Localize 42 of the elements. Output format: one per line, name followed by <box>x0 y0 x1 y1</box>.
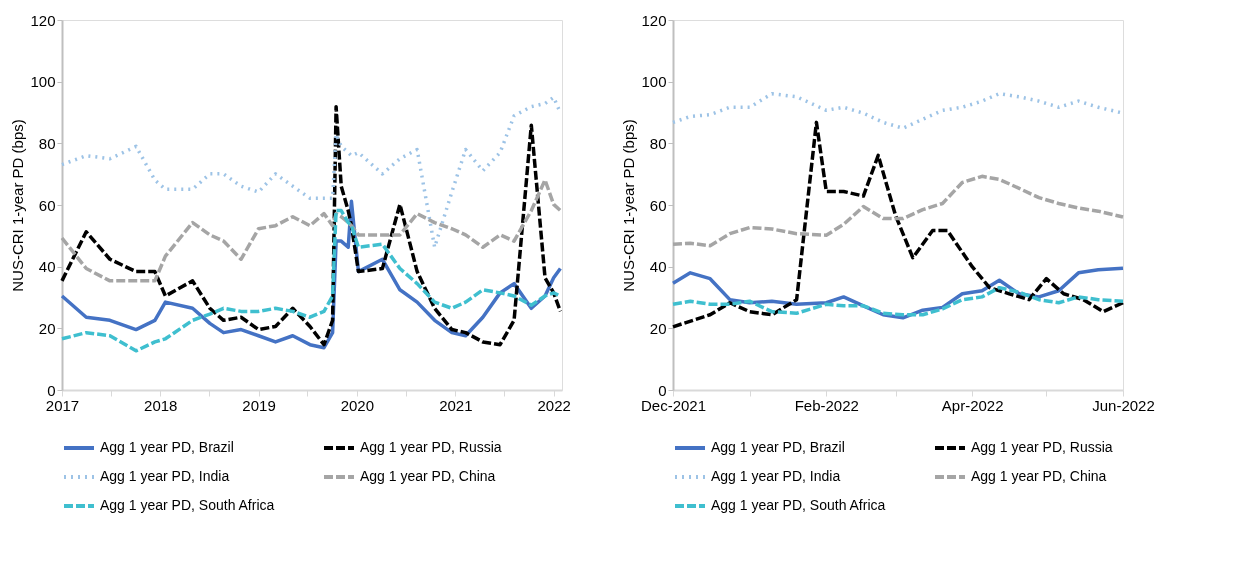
x-tick-label: 2022 <box>537 396 571 414</box>
y-tick-label: 80 <box>649 134 667 152</box>
y-tick-label: 120 <box>641 11 667 29</box>
legend-label: Agg 1 year PD, India <box>100 468 230 484</box>
x-tick-label: 2020 <box>340 396 375 414</box>
y-tick-label: 20 <box>649 319 667 337</box>
y-tick-label: 20 <box>38 319 56 337</box>
line-series <box>60 104 563 347</box>
x-tick-label: Apr-2022 <box>941 396 1004 414</box>
legend-label: Agg 1 year PD, South Africa <box>100 497 275 513</box>
legend-label: Agg 1 year PD, Russia <box>360 439 502 455</box>
legend-label: Agg 1 year PD, Russia <box>971 439 1113 455</box>
y-tick-label: 0 <box>47 381 56 399</box>
line-series <box>60 95 563 249</box>
x-tick-label: Jun-2022 <box>1092 396 1155 414</box>
line-series <box>671 285 1125 317</box>
x-tick-label: 2019 <box>242 396 276 414</box>
y-tick-label: 100 <box>30 73 56 91</box>
legend-label: Agg 1 year PD, China <box>971 468 1107 484</box>
y-tick-label: 60 <box>649 196 667 214</box>
y-tick-label: 40 <box>649 258 667 276</box>
line-series <box>671 174 1125 248</box>
x-tick-label: 2018 <box>144 396 178 414</box>
line-series <box>671 120 1125 329</box>
y-tick-label: 120 <box>30 11 56 29</box>
y-axis-title: NUS-CRI 1-year PD (bps) <box>9 119 27 292</box>
legend-label: Agg 1 year PD, China <box>360 468 496 484</box>
y-tick-label: 100 <box>641 73 667 91</box>
legend-label: Agg 1 year PD, Brazil <box>711 439 845 455</box>
y-tick-label: 60 <box>38 196 56 214</box>
legend-label: Agg 1 year PD, Brazil <box>100 439 234 455</box>
line-series <box>60 178 563 283</box>
x-tick-label: Feb-2022 <box>794 396 859 414</box>
legend-label: Agg 1 year PD, South Africa <box>711 497 886 513</box>
x-tick-label: Dec-2021 <box>640 396 707 414</box>
legend-label: Agg 1 year PD, India <box>711 468 841 484</box>
y-tick-label: 40 <box>38 258 56 276</box>
y-axis-title: NUS-CRI 1-year PD (bps) <box>620 119 638 292</box>
y-tick-label: 0 <box>658 381 667 399</box>
y-tick-label: 80 <box>38 134 56 152</box>
x-tick-label: 2021 <box>439 396 473 414</box>
x-tick-label: 2017 <box>45 396 80 414</box>
